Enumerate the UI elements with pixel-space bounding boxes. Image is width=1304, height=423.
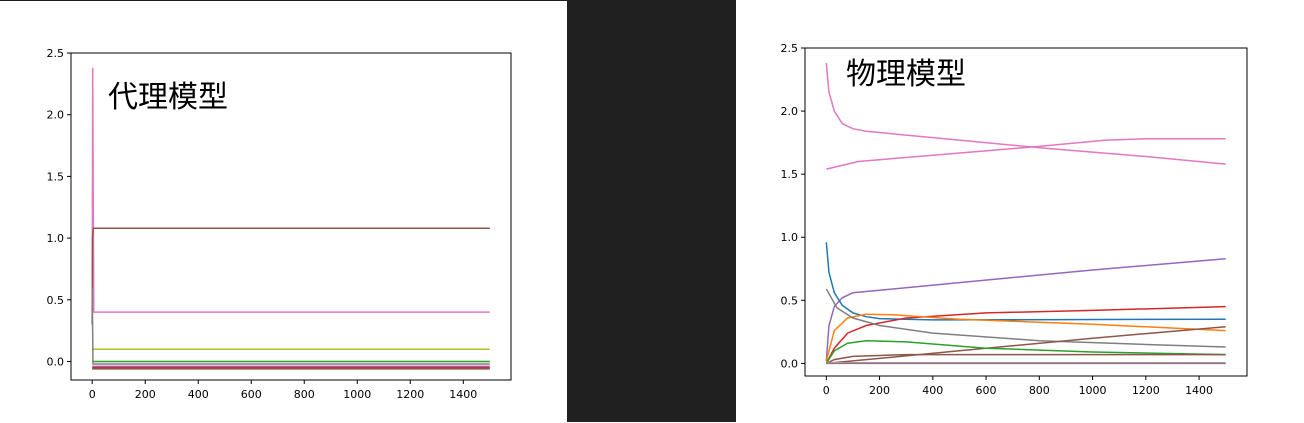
series-line-0 xyxy=(91,67,490,313)
y-tick-label: 0.0 xyxy=(781,357,799,370)
x-tick-label: 400 xyxy=(188,388,209,401)
x-tick-label: 1200 xyxy=(1132,384,1160,397)
series-line-8 xyxy=(825,339,1226,364)
series-line-6 xyxy=(825,288,1226,348)
x-tick-label: 0 xyxy=(89,388,96,401)
series-line-4 xyxy=(91,287,490,365)
y-tick-label: 2.5 xyxy=(781,42,799,55)
x-tick-label: 800 xyxy=(1029,384,1050,397)
chart-annotation: 代理模型 xyxy=(108,80,228,115)
y-tick-label: 2.5 xyxy=(47,47,65,60)
x-tick-label: 800 xyxy=(294,388,315,401)
x-tick-label: 200 xyxy=(869,384,890,397)
series-line-1 xyxy=(91,227,490,325)
y-tick-label: 0.5 xyxy=(781,294,799,307)
x-tick-label: 400 xyxy=(922,384,943,397)
x-tick-label: 200 xyxy=(135,388,156,401)
x-tick-label: 600 xyxy=(241,388,262,401)
y-tick-label: 2.0 xyxy=(47,109,65,122)
plot-frame xyxy=(804,47,1248,377)
y-tick-label: 0.0 xyxy=(47,355,65,368)
right-chart-panel: 0 200 400 600 800 1000 1200 1400 0.0 0.5 1.0 1.5 2.0… xyxy=(736,0,1304,422)
x-tick-label: 0 xyxy=(823,384,830,397)
y-tick-label: 1.0 xyxy=(47,232,65,245)
y-tick-label: 1.5 xyxy=(47,170,65,183)
y-tick-label: 2.0 xyxy=(781,105,799,118)
panel-divider xyxy=(567,0,590,422)
series-line-7 xyxy=(826,326,1226,365)
physical-model-chart: 0 200 400 600 800 1000 1200 1400 0.0 0.5 1.0 1.5 2.0… xyxy=(781,42,1248,397)
panel-divider-dark xyxy=(590,0,736,422)
series-line-4 xyxy=(825,305,1226,364)
series-line-1 xyxy=(826,138,1226,170)
series-line-3 xyxy=(825,242,1226,321)
x-tick-label: 1000 xyxy=(1079,384,1107,397)
series-line-9 xyxy=(825,353,1226,365)
left-chart-panel: 0 200 400 600 800 1000 1200 1400 0.0 0.5 1.0 1.5 2.0… xyxy=(0,0,567,422)
y-tick-label: 1.0 xyxy=(781,231,799,244)
y-tick-label: 1.5 xyxy=(781,168,799,181)
series-line-2 xyxy=(825,257,1226,361)
chart-annotation: 物理模型 xyxy=(846,57,966,92)
x-tick-label: 1000 xyxy=(343,388,371,401)
x-tick-label: 1200 xyxy=(396,388,424,401)
plot-frame xyxy=(70,52,512,381)
x-tick-label: 1400 xyxy=(449,388,477,401)
surrogate-model-chart: 0 200 400 600 800 1000 1200 1400 0.0 0.5 1.0 1.5 2.0… xyxy=(47,47,512,401)
series-line-5 xyxy=(825,313,1226,362)
y-tick-label: 0.5 xyxy=(47,294,65,307)
x-tick-label: 1400 xyxy=(1185,384,1213,397)
series-line-0 xyxy=(825,63,1226,165)
x-tick-label: 600 xyxy=(976,384,997,397)
